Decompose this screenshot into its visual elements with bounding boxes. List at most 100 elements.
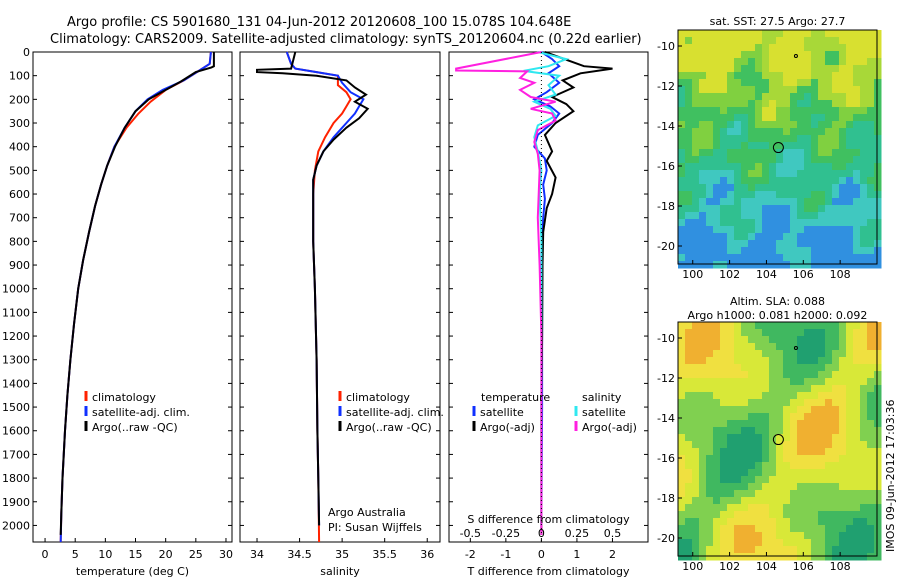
map-cell: [839, 413, 847, 421]
map-cell: [727, 406, 735, 414]
map-cell: [727, 156, 735, 164]
map-cell: [825, 100, 833, 108]
map-cell: [860, 247, 868, 255]
map-y-tick-label: -14: [657, 120, 675, 133]
map-cell: [720, 525, 728, 533]
map-cell: [699, 539, 707, 547]
map-cell: [811, 184, 819, 192]
map-cell: [706, 497, 714, 505]
map-cell: [804, 441, 812, 449]
map-cell: [853, 58, 861, 66]
map-cell: [678, 329, 686, 337]
map-cell: [811, 357, 819, 365]
map-cell: [797, 149, 805, 157]
map-cell: [867, 93, 875, 101]
map-cell: [720, 135, 728, 143]
map-cell: [685, 462, 693, 470]
map-cell: [853, 254, 861, 262]
map-cell: [825, 191, 833, 199]
map-cell: [839, 469, 847, 477]
map-cell: [860, 240, 868, 248]
map-cell: [832, 420, 840, 428]
map-cell: [713, 371, 721, 379]
map-cell: [776, 65, 784, 73]
map-cell: [706, 100, 714, 108]
map-cell: [727, 219, 735, 227]
map-cell: [762, 149, 770, 157]
map-cell: [748, 233, 756, 241]
map-cell: [748, 65, 756, 73]
map-cell: [720, 546, 728, 554]
argo-position-marker: [772, 142, 784, 154]
map-cell: [818, 219, 826, 227]
profile-panel-3: -2 -1 0 1 2T difference from climatology-0.5…: [448, 51, 649, 578]
map-cell: [727, 476, 735, 484]
map-cell: [762, 79, 770, 87]
map-cell: [741, 420, 749, 428]
map-cell: [874, 434, 882, 442]
map-cell: [818, 240, 826, 248]
map-cell: [769, 385, 777, 393]
map-cell: [818, 114, 826, 122]
map-cell: [860, 142, 868, 150]
map-cell: [839, 504, 847, 512]
map-cell: [839, 121, 847, 129]
map-cell: [860, 72, 868, 80]
map-cell: [713, 128, 721, 136]
map-cell: [825, 469, 833, 477]
map-cell: [790, 107, 798, 115]
map-cell: [706, 329, 714, 337]
map-cell: [825, 462, 833, 470]
x-tick-label: 0: [42, 548, 49, 561]
map-cell: [804, 343, 812, 351]
map-cell: [853, 128, 861, 136]
map-cell: [762, 497, 770, 505]
map-cell: [755, 553, 763, 561]
map-cell: [727, 378, 735, 386]
map-cell: [734, 240, 742, 248]
map-cell: [790, 343, 798, 351]
map-cell: [860, 191, 868, 199]
map-cell: [727, 420, 735, 428]
map-cell: [741, 336, 749, 344]
map-cell: [853, 240, 861, 248]
map-cell: [860, 149, 868, 157]
map-cell: [699, 322, 707, 330]
map-cell: [790, 156, 798, 164]
map-cell: [727, 546, 735, 554]
map-cell: [783, 93, 791, 101]
map-cell: [734, 198, 742, 206]
map-cell: [727, 490, 735, 498]
map-cell: [783, 191, 791, 199]
map-cell: [818, 261, 826, 269]
map-cell: [825, 399, 833, 407]
map-cell: [867, 490, 875, 498]
map-cell: [776, 427, 784, 435]
map-cell: [839, 357, 847, 365]
map-cell: [832, 261, 840, 269]
map-cell: [678, 378, 686, 386]
map-cell: [860, 121, 868, 129]
map-cell: [818, 497, 826, 505]
map-cell: [734, 184, 742, 192]
map-cell: [734, 65, 742, 73]
map-cell: [692, 504, 700, 512]
map-cell: [685, 427, 693, 435]
map-cell: [755, 79, 763, 87]
map-y-tick-label: -16: [657, 452, 675, 465]
map-cell: [839, 205, 847, 213]
map-cell: [839, 86, 847, 94]
map-cell: [776, 455, 784, 463]
pi-note: PI: Susan Wijffels: [328, 521, 422, 534]
map-cell: [853, 121, 861, 129]
map-cell: [867, 427, 875, 435]
map-cell: [713, 65, 721, 73]
map-cell: [846, 441, 854, 449]
map-cell: [685, 476, 693, 484]
map-cell: [867, 420, 875, 428]
map-cell: [776, 539, 784, 547]
map-cell: [755, 350, 763, 358]
map-cell: [797, 107, 805, 115]
map-cell: [776, 226, 784, 234]
